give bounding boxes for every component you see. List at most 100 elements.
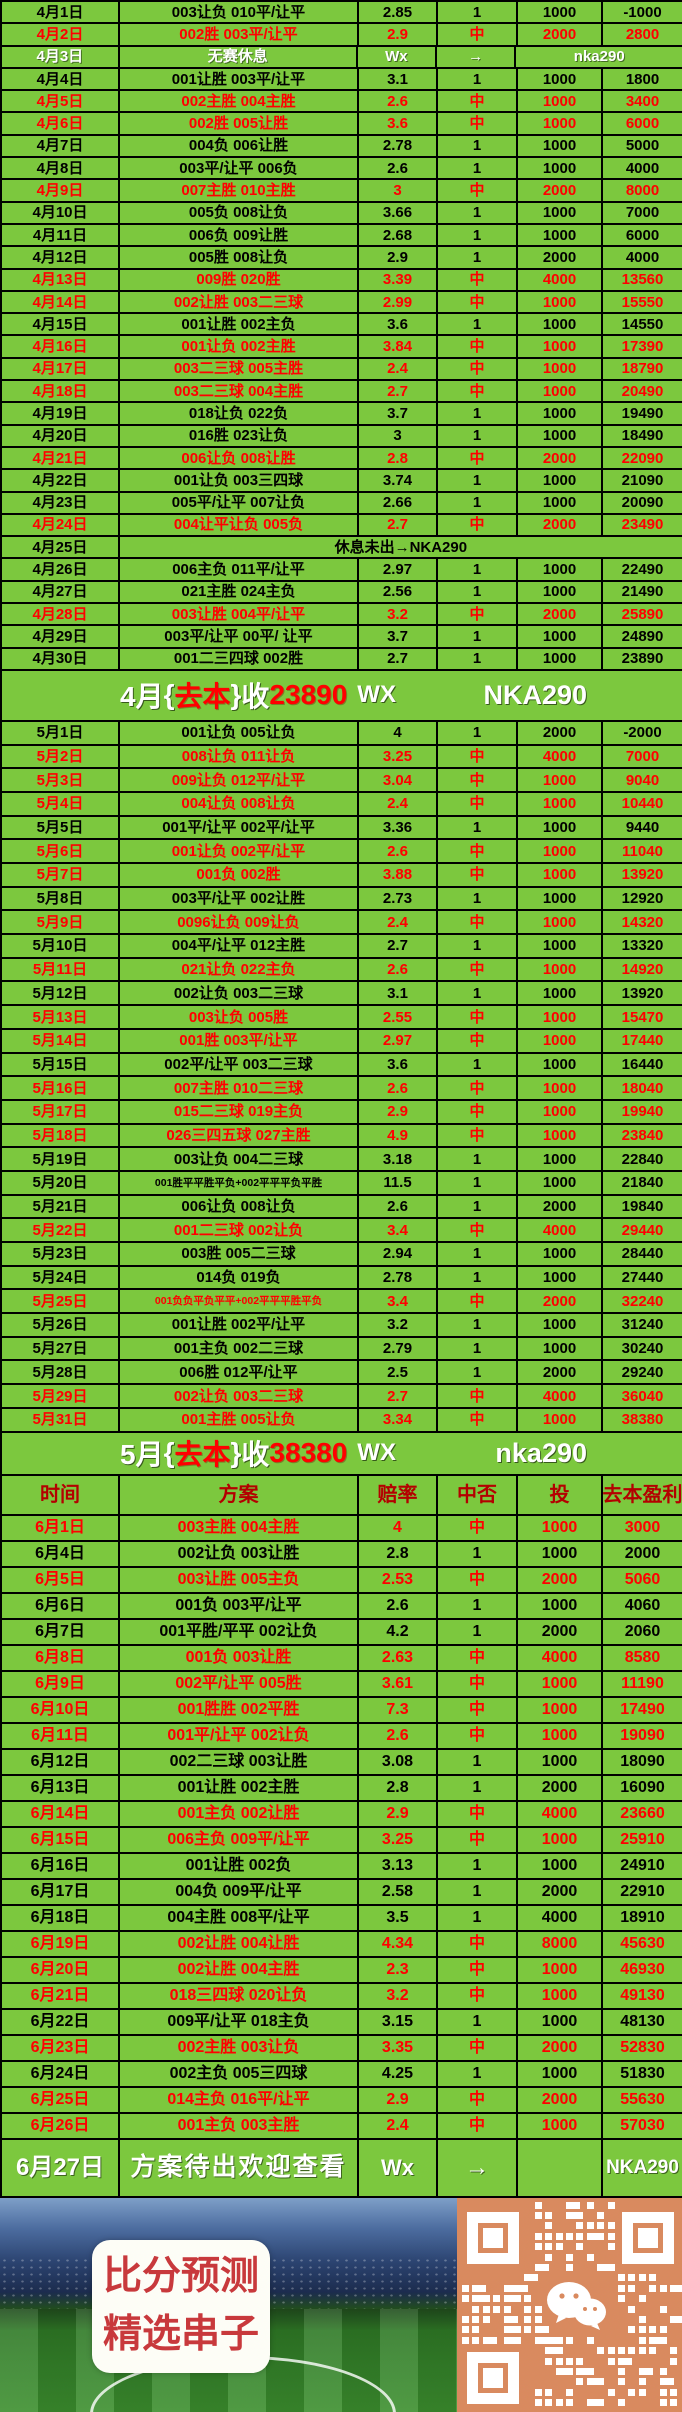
- stake-cell: 4000: [518, 745, 603, 768]
- odds-cell: 2.6: [359, 1593, 438, 1618]
- date-cell: 5月10日: [2, 935, 120, 957]
- date-cell: 6月14日: [2, 1801, 120, 1826]
- plan-cell: 001二三球 002让负: [120, 1219, 359, 1242]
- stake-cell: 1000: [518, 358, 603, 380]
- stake-cell: 8000: [518, 1931, 603, 1956]
- date-cell: 4月20日: [2, 425, 120, 446]
- plan-cell: 021主胜 024主负: [120, 581, 359, 603]
- profit-cell: 17390: [621, 338, 664, 356]
- profit-cell: 45630: [620, 1934, 665, 1952]
- stake-cell: 4000: [518, 1905, 603, 1930]
- hit-cell: →: [438, 2139, 518, 2196]
- stake-cell: 2000: [518, 2035, 603, 2060]
- table-row: 4月2日 002胜 003平/让平 2.9 中 2000 2800: [2, 24, 682, 47]
- header-plan: 方案: [120, 1475, 359, 1514]
- profit-cell: 38380: [621, 1411, 664, 1429]
- profit-cell: -2000: [623, 724, 662, 742]
- plan-cell: 001让胜 002主胜: [120, 1775, 359, 1800]
- date-cell: 5月28日: [2, 1361, 120, 1384]
- profit-cell: 2000: [624, 1544, 661, 1562]
- summary-tag: 去本: [174, 1439, 231, 1471]
- date-cell: 6月18日: [2, 1905, 120, 1930]
- hit-cell: 中: [438, 358, 518, 380]
- odds-cell: 2.9: [359, 1801, 438, 1826]
- profit-cell: 18790: [621, 360, 664, 378]
- stadium-photo: 比分预测 精选串子: [0, 2197, 457, 2412]
- stake-cell: 1000: [518, 291, 603, 313]
- contact-handle: nka290: [495, 1437, 587, 1468]
- table-row: 6月7日 001平胜/平平 002让负 4.2 1 2000 2060: [2, 1619, 682, 1646]
- profit-cell: 29240: [621, 1363, 664, 1381]
- odds-cell: 2.94: [359, 1243, 438, 1265]
- table-row: 4月8日 003平/让平 006负 2.6 1 1000 4000: [2, 158, 682, 181]
- plan-cell: 009让负 012平/让平: [120, 769, 359, 791]
- plan-cell: 001让胜 003平/让平: [120, 68, 359, 90]
- stake-cell: 2000: [518, 1361, 603, 1384]
- profit-cell: 46930: [620, 1960, 665, 1978]
- date-cell: 5月18日: [2, 1124, 120, 1147]
- hit-cell: 中: [438, 113, 518, 134]
- odds-cell: 3.4: [359, 1219, 438, 1242]
- date-cell: 5月1日: [2, 721, 120, 744]
- stake-cell: 2000: [518, 1567, 603, 1592]
- profit-cell: 21090: [621, 471, 664, 489]
- hit-cell: 1: [438, 721, 518, 744]
- date-cell: 5月17日: [2, 1100, 120, 1123]
- plan-cell: 003主胜 004主胜: [120, 1515, 359, 1540]
- table-row: 4月26日 006主负 011平/让平 2.97 1 1000 22490: [2, 559, 682, 582]
- date-cell: 6月13日: [2, 1775, 120, 1800]
- profit-cell: 20490: [621, 382, 664, 400]
- table-row: 5月29日 002让负 003二三球 2.7 中 4000 36040: [2, 1385, 682, 1409]
- table-row: 5月28日 006胜 012平/让平 2.5 1 2000 29240: [2, 1361, 682, 1386]
- table-row: 4月24日 004让平让负 005负 2.7 中 2000 23490: [2, 514, 682, 538]
- odds-cell: 3.15: [359, 2009, 438, 2034]
- table-row: 4月18日 003二三球 004主胜 2.7 中 1000 20490: [2, 381, 682, 404]
- hit-cell: 中: [438, 958, 518, 981]
- stake-cell: 1000: [518, 1541, 603, 1566]
- plan-cell: 001负 002胜: [120, 864, 359, 886]
- table-row: 4月21日 006让负 008让胜 2.8 中 2000 22090: [2, 447, 682, 471]
- date-cell: 5月24日: [2, 1266, 120, 1289]
- odds-cell: 2.7: [359, 381, 438, 402]
- slogan-line-2: 精选串子: [102, 2313, 259, 2357]
- table-row: 5月13日 003让负 005胜 2.55 中 1000 15470: [2, 1006, 682, 1030]
- date-cell: 5月22日: [2, 1219, 120, 1242]
- plan-cell: 001让负 003三四球: [120, 470, 359, 491]
- plan-cell: 002平/让平 005胜: [120, 1671, 359, 1696]
- table-row: 6月22日 009平/让平 018主负 3.15 1 1000 48130: [2, 2009, 682, 2036]
- odds-cell: 3: [359, 180, 438, 201]
- date-cell: 6月23日: [2, 2035, 120, 2060]
- summary-wx: WX: [357, 1439, 396, 1467]
- stake-cell: 1000: [518, 314, 603, 335]
- summary-wx: WX: [357, 681, 396, 709]
- profit-cell: 57030: [620, 2116, 665, 2134]
- stake-cell: 1000: [518, 911, 603, 934]
- date-cell: 4月25日: [2, 537, 120, 558]
- profit-cell: 2060: [624, 1622, 661, 1640]
- table-row: 4月4日 001让胜 003平/让平 3.1 1 1000 1800: [2, 68, 682, 92]
- date-cell: 5月26日: [2, 1314, 120, 1336]
- hit-cell: 1: [438, 202, 518, 223]
- plan-cell: 003让负 010平/让平: [120, 2, 359, 23]
- table-row: 6月23日 002主胜 003让负 3.35 中 2000 52830: [2, 2035, 682, 2062]
- profit-cell: 51830: [620, 2064, 665, 2082]
- profit-cell: 23490: [621, 516, 664, 534]
- hit-cell: 中: [438, 1029, 518, 1052]
- profit-cell: 9440: [625, 819, 660, 836]
- odds-cell: 3.6: [359, 314, 438, 335]
- stake-cell: 1000: [518, 1266, 603, 1289]
- stake-cell: 1000: [518, 1100, 603, 1123]
- profit-cell: 5000: [625, 137, 660, 155]
- date-cell: 4月24日: [2, 514, 120, 536]
- table-row: 4月6日 002胜 005让胜 3.6 中 1000 6000: [2, 113, 682, 136]
- hit-cell: 中: [438, 1100, 518, 1123]
- stake-cell: 4000: [518, 1645, 603, 1670]
- odds-cell: 3.88: [359, 864, 438, 886]
- odds-cell: 2.6: [359, 1723, 438, 1748]
- odds-cell: 3.25: [359, 745, 438, 768]
- odds-cell: 2.6: [359, 1195, 438, 1218]
- note-cell: 休息未出→NKA290: [334, 538, 468, 556]
- plan-cell: 001主负 002让胜: [120, 1801, 359, 1826]
- stake-cell: 2000: [518, 1195, 603, 1218]
- odds-cell: 2.99: [359, 291, 438, 313]
